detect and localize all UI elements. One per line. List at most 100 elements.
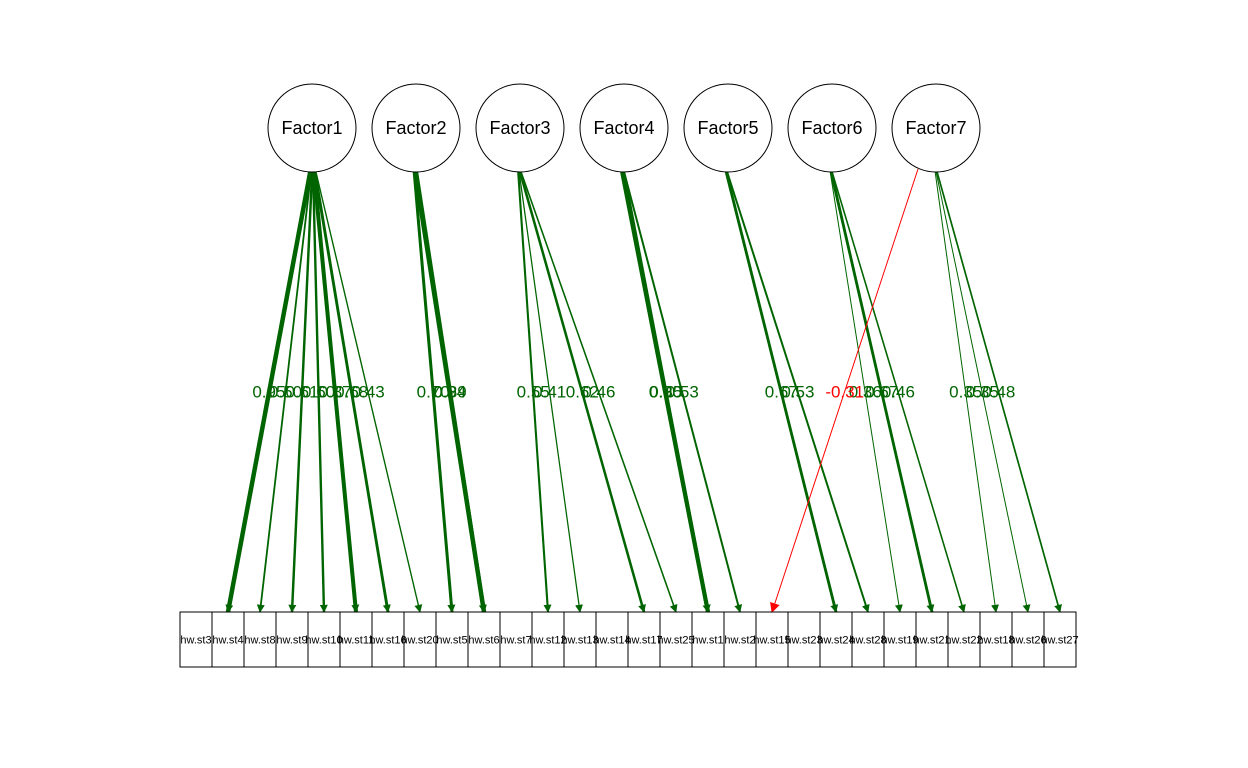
indicator-label: hw.st20: [401, 634, 438, 646]
indicator-node-i1: hw.st3: [179, 611, 213, 668]
loading-label-f1-i5-3: 0.60: [302, 382, 335, 401]
factor-label: Factor7: [905, 118, 966, 138]
indicator-label: hw.st13: [561, 634, 598, 646]
loading-labels-layer: 0.950.500.610.600.870.680.43 0.700.940.89…: [252, 382, 1015, 401]
indicator-label: hw.st25: [657, 634, 694, 646]
factor-circle: [475, 83, 565, 173]
loading-edge-f1-i3-1: [256, 171, 313, 613]
indicator-label: hw.st18: [977, 634, 1014, 646]
factor-node-f3: Factor3: [475, 83, 565, 173]
indicator-node-i28: hw.st27: [1041, 611, 1079, 668]
factor-circle: [267, 83, 357, 173]
loading-edge-f5-i21-17: [724, 171, 839, 613]
loadings-layer: [225, 168, 1062, 613]
indicator-label: hw.st21: [913, 634, 950, 646]
indicator-node-i8: hw.st20: [401, 611, 439, 668]
loading-edge-f2-i9-7: [412, 171, 456, 613]
indicator-label: hw.st24: [817, 634, 854, 646]
indicator-node-i9: hw.st5: [435, 611, 469, 668]
factor-circle: [579, 83, 669, 173]
loading-label-f7-i28-25: 0.48: [982, 382, 1015, 401]
loading-label-f2-i10-9: 0.89: [434, 382, 467, 401]
factor-node-f1: Factor1: [267, 83, 357, 173]
loading-label-f7-i27-24: 0.35: [966, 382, 999, 401]
loading-edge-f1-i6-4: [312, 171, 360, 613]
indicator-label: hw.st6: [468, 634, 499, 646]
indicator-label: hw.st2: [724, 634, 755, 646]
indicator-label: hw.st11: [338, 634, 375, 646]
indicator-label: hw.st27: [1041, 634, 1078, 646]
factor-label: Factor1: [281, 118, 342, 138]
factor-label: Factor4: [593, 118, 654, 138]
loading-label-f4-i18-16: 0.53: [666, 382, 699, 401]
loading-label-f3-i12-10: 0.55: [517, 382, 550, 401]
indicator-label: hw.st3: [180, 634, 211, 646]
factor-circle: [683, 83, 773, 173]
loading-label-f6-i25-21: 0.46: [882, 382, 915, 401]
indicator-label: hw.st14: [593, 634, 630, 646]
indicator-label: hw.st22: [945, 634, 982, 646]
loading-edge-f7-i19-22: [770, 168, 919, 613]
indicator-label: hw.st26: [1009, 634, 1046, 646]
loading-label-f1-i4-2: 0.61: [285, 382, 318, 401]
loading-label-f4-i17-14: 0.90: [649, 382, 682, 401]
nodes-layer: Factor1 Factor2 Factor3 Factor4 Factor5 Facto…: [179, 83, 1079, 668]
factor-circle: [891, 83, 981, 173]
indicator-label: hw.st28: [849, 634, 886, 646]
indicator-node-i17: hw.st1: [691, 611, 725, 668]
loading-edge-f1-i7-5: [313, 171, 391, 613]
loading-label-f3-i15-12: 0.62: [566, 382, 599, 401]
indicator-node-i2: hw.st4: [211, 611, 245, 668]
loading-label-f2-i10-8: 0.94: [433, 382, 466, 401]
loading-edge-f6-i25-21: [831, 171, 966, 613]
loading-edge-f6-i24-20: [829, 171, 935, 613]
loading-label-f2-i9-7: 0.70: [417, 382, 450, 401]
indicator-label: hw.st15: [753, 634, 790, 646]
loading-edge-f1-i5-3: [311, 171, 328, 613]
indicator-label: hw.st16: [369, 634, 406, 646]
loading-edge-f3-i12-10: [517, 171, 552, 613]
indicator-node-i16: hw.st25: [657, 611, 695, 668]
factor-node-f6: Factor6: [787, 83, 877, 173]
loading-label-f5-i21-17: 0.67: [765, 382, 798, 401]
loading-edge-f4-i17-15: [621, 171, 711, 613]
loading-label-f7-i26-23: 0.35: [949, 382, 982, 401]
factor-node-f7: Factor7: [891, 83, 981, 173]
loading-label-f1-i7-5: 0.68: [335, 382, 368, 401]
indicator-label: hw.st23: [785, 634, 822, 646]
loading-edge-f1-i8-6: [315, 171, 423, 613]
loading-edge-f7-i28-25: [936, 171, 1062, 613]
loading-edge-f5-i22-18: [726, 171, 870, 613]
indicator-box: [1043, 611, 1077, 668]
loading-label-f4-i17-15: 0.85: [649, 382, 682, 401]
indicator-node-i3: hw.st8: [243, 611, 277, 668]
factor-circle: [787, 83, 877, 173]
loading-edge-f1-i4-2: [288, 171, 314, 613]
loading-edge-f7-i27-24: [935, 171, 1031, 613]
loading-edge-f3-i13-11: [518, 171, 583, 613]
loading-edge-f3-i15-12: [518, 171, 646, 613]
loading-edge-f1-i2-0: [225, 171, 313, 613]
indicator-label: hw.st10: [305, 634, 342, 646]
factor-node-f5: Factor5: [683, 83, 773, 173]
indicator-label: hw.st8: [244, 634, 275, 646]
loading-label-f1-i6-4: 0.87: [319, 382, 352, 401]
indicator-label: hw.st4: [212, 634, 243, 646]
indicator-label: hw.st5: [436, 634, 467, 646]
loading-label-f3-i13-11: 0.41: [533, 382, 566, 401]
loading-edge-f2-i10-9: [414, 171, 487, 613]
factor-circle: [371, 83, 461, 173]
indicator-node-i4: hw.st9: [275, 611, 309, 668]
factor-label: Factor3: [489, 118, 550, 138]
indicator-node-i11: hw.st7: [499, 611, 533, 668]
indicator-label: hw.st9: [276, 634, 307, 646]
indicator-node-i18: hw.st2: [723, 611, 757, 668]
loading-label-f7-i19-22: -0.31: [825, 382, 864, 401]
factor-label: Factor6: [801, 118, 862, 138]
loading-label-f1-i3-1: 0.50: [269, 382, 302, 401]
indicator-label: hw.st19: [881, 634, 918, 646]
loading-label-f3-i16-13: 0.46: [582, 382, 615, 401]
loading-label-f5-i22-18: 0.53: [781, 382, 814, 401]
loading-label-f6-i23-19: 0.36: [849, 382, 882, 401]
